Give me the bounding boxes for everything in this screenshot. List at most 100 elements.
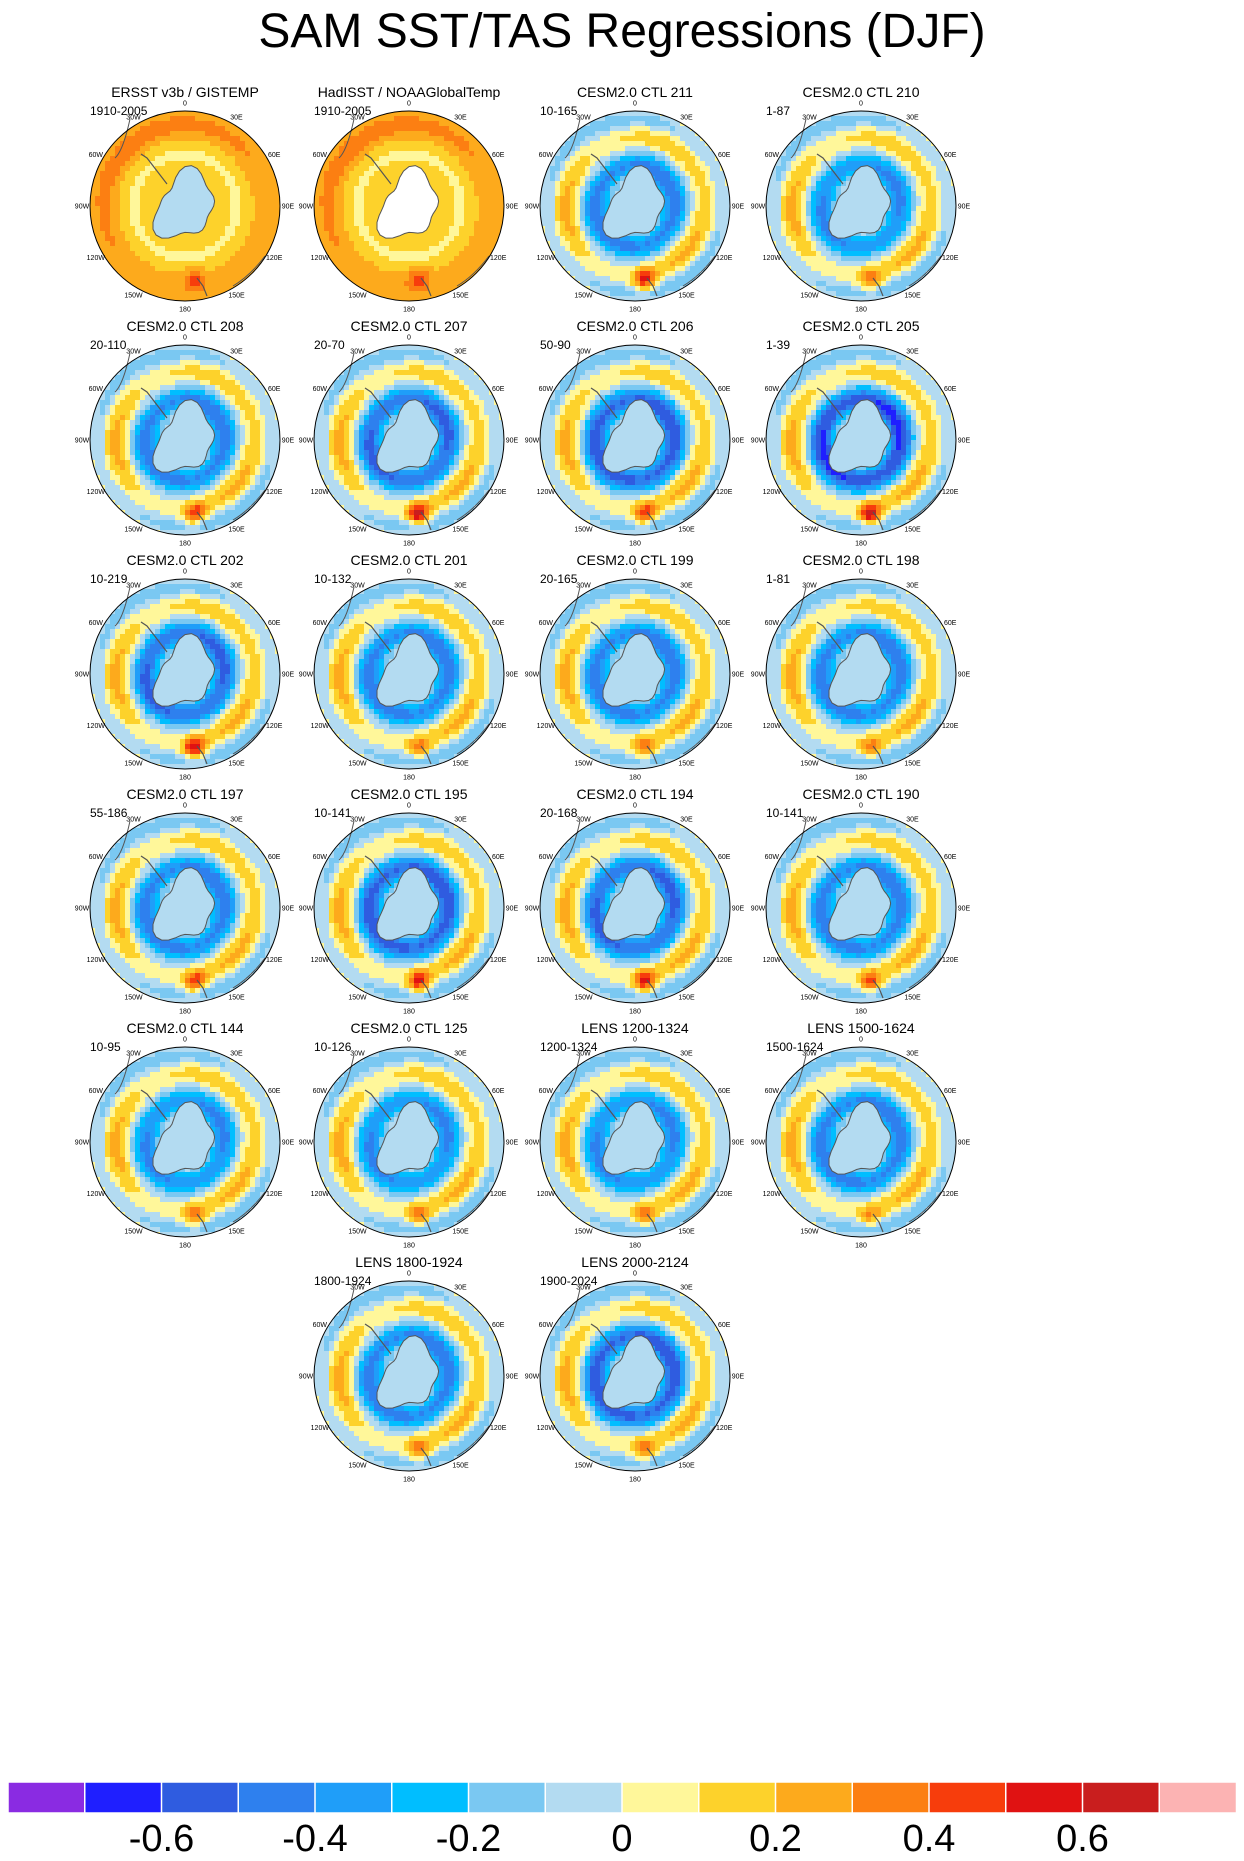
longitude-label: 150E bbox=[678, 995, 695, 1002]
longitude-label: 90W bbox=[75, 1140, 90, 1147]
panel-title: CESM2.0 CTL 197 bbox=[90, 786, 280, 802]
longitude-label: 30E bbox=[906, 348, 919, 355]
longitude-label: 0 bbox=[859, 569, 863, 576]
longitude-label: 0 bbox=[859, 101, 863, 108]
longitude-label: 150W bbox=[348, 527, 367, 534]
colorbar-segment bbox=[237, 1782, 317, 1814]
longitude-label: 90W bbox=[525, 906, 540, 913]
antarctica-outline bbox=[602, 1101, 666, 1175]
map-panel: CESM2.0 CTL 198 1-81 0 30E 60E 90E 120E 150E 180… bbox=[751, 552, 1036, 827]
australia-outline bbox=[456, 957, 490, 989]
longitude-label: 180 bbox=[855, 775, 867, 782]
longitude-label: 120E bbox=[266, 723, 283, 730]
longitude-label: 30W bbox=[350, 1284, 365, 1291]
longitude-label: 90W bbox=[75, 204, 90, 211]
map-panel: CESM2.0 CTL 144 10-95 0 30E 60E 90E 120E 150E 18… bbox=[75, 1020, 360, 1295]
longitude-label: 60W bbox=[313, 620, 328, 627]
australia-outline bbox=[232, 957, 266, 989]
map-border bbox=[539, 578, 731, 770]
longitude-label: 30E bbox=[906, 1050, 919, 1057]
longitude-label: 0 bbox=[633, 1037, 637, 1044]
south-america-outline bbox=[790, 1054, 807, 1095]
regression-field bbox=[90, 579, 280, 769]
australia-outline bbox=[456, 1425, 490, 1457]
longitude-label: 150E bbox=[904, 761, 921, 768]
longitude-label: 90W bbox=[299, 1374, 314, 1381]
longitude-label: 150W bbox=[800, 761, 819, 768]
new-zealand-outline bbox=[646, 1213, 658, 1233]
longitude-label: 120E bbox=[716, 1191, 733, 1198]
australia-outline bbox=[908, 489, 942, 521]
map-panel: CESM2.0 CTL 190 10-141 0 30E 60E 90E 120E 150E 1… bbox=[751, 786, 1036, 1061]
longitude-label: 30E bbox=[680, 582, 693, 589]
peninsula-outline bbox=[816, 1089, 844, 1121]
longitude-label: 0 bbox=[859, 335, 863, 342]
map-panel: CESM2.0 CTL 211 10-165 0 30E 60E 90E 120E 150E 1… bbox=[525, 84, 810, 359]
new-zealand-outline bbox=[646, 277, 658, 297]
longitude-label: 60E bbox=[718, 386, 731, 393]
longitude-label: 0 bbox=[633, 569, 637, 576]
antarctica-outline bbox=[152, 867, 216, 941]
longitude-label: 120E bbox=[716, 723, 733, 730]
australia-outline bbox=[232, 723, 266, 755]
longitude-label: 60W bbox=[765, 620, 780, 627]
longitude-label: 90W bbox=[751, 438, 766, 445]
longitude-label: 150W bbox=[574, 1463, 593, 1470]
new-zealand-outline bbox=[872, 511, 884, 531]
longitude-label: 180 bbox=[179, 541, 191, 548]
australia-outline bbox=[682, 1425, 716, 1457]
south-america-outline bbox=[564, 820, 581, 861]
colorbar-tick-label: 0 bbox=[562, 1818, 682, 1860]
panel-period: 1800-1924 bbox=[314, 1274, 371, 1288]
colorbar-segment bbox=[621, 1782, 700, 1814]
longitude-label: 30E bbox=[454, 348, 467, 355]
longitude-label: 60E bbox=[718, 152, 731, 159]
panel-period: 10-141 bbox=[766, 806, 803, 820]
longitude-label: 120E bbox=[490, 489, 507, 496]
map-panel: LENS 2000-2124 1900-2024 0 30E 60E 90E 120E 150… bbox=[525, 1254, 810, 1529]
panel-period: 1-39 bbox=[766, 338, 790, 352]
longitude-label: 30E bbox=[230, 582, 243, 589]
longitude-label: 90E bbox=[506, 672, 519, 679]
longitude-label: 180 bbox=[403, 541, 415, 548]
panel-title: CESM2.0 CTL 195 bbox=[314, 786, 504, 802]
polar-map: 0 30E 60E 90E 120E 150E 180 150W 120W 90W 60W 30W bbox=[75, 569, 295, 782]
colorbar-segment bbox=[1005, 1782, 1084, 1814]
peninsula-outline bbox=[590, 153, 618, 185]
longitude-label: 30W bbox=[126, 348, 141, 355]
longitude-label: 90E bbox=[732, 438, 745, 445]
australia-outline bbox=[456, 723, 490, 755]
longitude-label: 60W bbox=[313, 854, 328, 861]
south-america-outline bbox=[114, 352, 131, 393]
longitude-label: 0 bbox=[407, 803, 411, 810]
longitude-label: 180 bbox=[179, 775, 191, 782]
page-title: SAM SST/TAS Regressions (DJF) bbox=[0, 4, 1244, 60]
new-zealand-outline bbox=[420, 745, 432, 765]
longitude-label: 60E bbox=[268, 620, 281, 627]
longitude-label: 150E bbox=[452, 761, 469, 768]
longitude-label: 120W bbox=[763, 723, 782, 730]
peninsula-outline bbox=[816, 387, 844, 419]
peninsula-outline bbox=[140, 855, 168, 887]
longitude-label: 120W bbox=[537, 1425, 556, 1432]
longitude-label: 60E bbox=[944, 854, 957, 861]
map-panel: CESM2.0 CTL 202 10-219 0 30E 60E 90E 120E 150E 1… bbox=[75, 552, 360, 827]
map-border bbox=[539, 1280, 731, 1472]
map-border bbox=[89, 110, 281, 302]
longitude-label: 90E bbox=[732, 906, 745, 913]
antarctica-outline bbox=[376, 633, 440, 707]
map-border bbox=[765, 812, 957, 1004]
colorbar-segment bbox=[698, 1782, 777, 1814]
longitude-label: 60W bbox=[313, 1088, 328, 1095]
longitude-label: 60E bbox=[492, 1322, 505, 1329]
australia-outline bbox=[908, 1191, 942, 1223]
longitude-label: 120W bbox=[311, 957, 330, 964]
antarctica-outline bbox=[152, 165, 216, 239]
new-zealand-outline bbox=[196, 979, 208, 999]
south-america-outline bbox=[564, 586, 581, 627]
panel-title: ERSST v3b / GISTEMP bbox=[90, 84, 280, 100]
antarctica-outline bbox=[602, 867, 666, 941]
longitude-label: 90E bbox=[732, 1140, 745, 1147]
longitude-label: 180 bbox=[403, 1009, 415, 1016]
map-panel: LENS 1500-1624 1500-1624 0 30E 60E 90E 120E 150… bbox=[751, 1020, 1036, 1295]
